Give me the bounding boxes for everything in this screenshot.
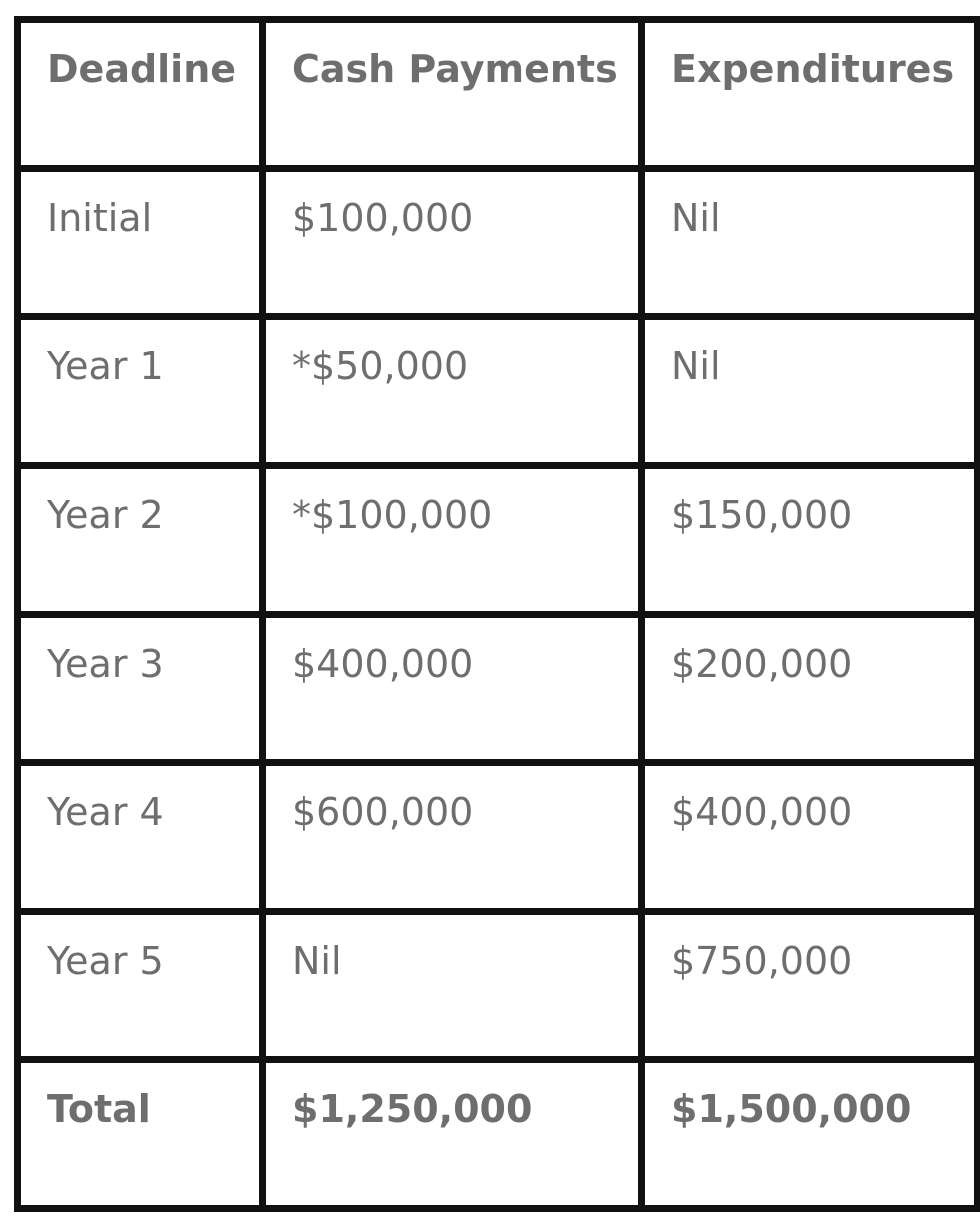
cell: Nil [638,313,980,469]
cell: $750,000 [638,907,980,1064]
cell: Initial [14,164,266,321]
cell: Nil [259,907,645,1064]
cell: $400,000 [259,610,645,767]
total-row: Total $1,250,000 $1,500,000 [14,1056,980,1212]
data-row: Year 1 *$50,000 Nil [14,313,980,469]
table-body: Deadline Cash Payments Expenditures Initial… [14,16,980,1212]
cell: $1,500,000 [638,1056,980,1212]
header-row: Deadline Cash Payments Expenditures [14,16,980,172]
cell: $100,000 [259,164,645,321]
cell: $200,000 [638,610,980,767]
payment-table: Deadline Cash Payments Expenditures Initial… [14,16,980,1212]
cell: $150,000 [638,461,980,618]
data-row: Year 5 Nil $750,000 [14,907,980,1064]
cell: Total [14,1056,266,1212]
data-row: Year 4 $600,000 $400,000 [14,759,980,915]
cell: Year 4 [14,759,266,915]
cell: Year 5 [14,907,266,1064]
cell: Cash Payments [259,16,645,172]
cell: Year 1 [14,313,266,469]
cell: *$100,000 [259,461,645,618]
cell: Year 3 [14,610,266,767]
data-row: Year 3 $400,000 $200,000 [14,610,980,767]
cell: $600,000 [259,759,645,915]
cell: $1,250,000 [259,1056,645,1212]
cell: Expenditures [638,16,980,172]
cell: Deadline [14,16,266,172]
data-row: Year 2 *$100,000 $150,000 [14,461,980,618]
cell: Nil [638,164,980,321]
cell: $400,000 [638,759,980,915]
cell: Year 2 [14,461,266,618]
data-row: Initial $100,000 Nil [14,164,980,321]
cell: *$50,000 [259,313,645,469]
